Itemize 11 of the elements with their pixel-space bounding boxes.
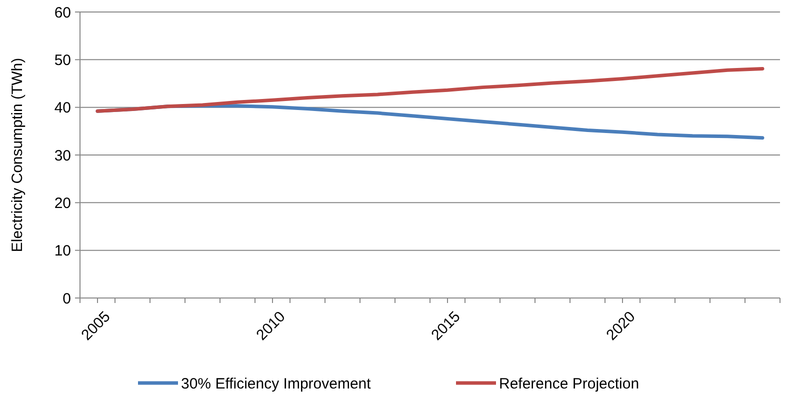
y-tick-label: 40 — [54, 100, 71, 117]
y-tick-label: 0 — [62, 290, 71, 308]
legend-label: 30% Efficiency Improvement — [181, 375, 372, 392]
y-tick-label: 50 — [54, 52, 71, 69]
y-tick-label: 10 — [54, 242, 71, 260]
legend-label: Reference Projection — [499, 375, 640, 392]
y-axis-title: Electricity Consumptin (TWh) — [9, 58, 26, 252]
y-tick-label: 30 — [54, 147, 71, 164]
line-series — [96, 66, 764, 113]
y-tick-label: 20 — [54, 194, 71, 212]
y-tick-label: 60 — [54, 4, 71, 22]
